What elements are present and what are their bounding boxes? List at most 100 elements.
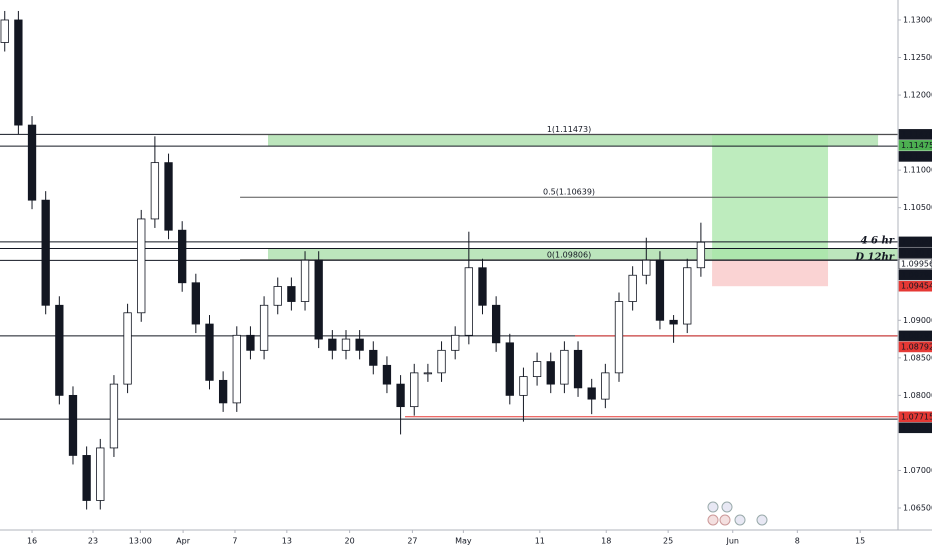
candle-body [300, 259, 310, 302]
candle-body [14, 19, 23, 126]
candle-body [683, 267, 692, 325]
candle-body [369, 349, 378, 366]
candle-body [178, 229, 187, 284]
x-tick-label: 13:00 [129, 537, 152, 546]
x-tick-label: 20 [345, 537, 355, 546]
y-tick-label: 1.09000 [903, 316, 932, 325]
candle-body [123, 312, 132, 385]
candle-body [27, 124, 37, 201]
candle-body [505, 342, 514, 396]
candle-body [410, 372, 419, 408]
price-badge-label: 1.09798 [901, 270, 932, 279]
price-badge-label: 1.11320 [901, 152, 932, 161]
candle-body [451, 334, 460, 351]
event-icon[interactable] [734, 514, 746, 526]
price-badge-label: 1.09454 [901, 282, 932, 291]
y-tick-label: 1.11000 [903, 166, 932, 175]
candle-body [532, 361, 542, 378]
x-tick-label: 7 [232, 537, 237, 546]
candle-body [587, 387, 596, 400]
price-badge [898, 151, 932, 162]
candle-body [232, 334, 241, 404]
candle-body [55, 304, 64, 396]
candle-body [41, 199, 50, 306]
candle-body [150, 162, 160, 220]
candle-body [68, 394, 78, 456]
candle-body [109, 383, 119, 449]
candle-body [96, 447, 105, 501]
candle-body [341, 338, 351, 351]
candle-body [614, 301, 624, 374]
candle-body [164, 162, 173, 231]
price-badge [898, 330, 932, 342]
x-tick-label: Jun [725, 537, 739, 546]
candle-body [464, 267, 473, 336]
candle-body [0, 19, 9, 43]
candle-body [355, 338, 364, 351]
price-badge [898, 422, 932, 434]
x-tick-label: 11 [535, 537, 545, 546]
annotation: 4 6 hr [861, 236, 895, 247]
candle-body [437, 349, 446, 374]
candle-body [628, 274, 637, 302]
x-tick-label: May [455, 537, 472, 546]
candle-body [382, 364, 392, 385]
event-icons [707, 501, 768, 526]
price-badge [898, 129, 932, 140]
event-icon[interactable] [707, 514, 719, 526]
price-badge [898, 280, 932, 292]
x-tick-label: 27 [407, 537, 417, 546]
y-tick-label: 1.12500 [903, 53, 932, 62]
zone [267, 134, 879, 147]
y-tick-label: 1.13000 [903, 15, 932, 24]
candle-body [82, 455, 91, 501]
candle-body [328, 338, 337, 351]
event-icon[interactable] [707, 501, 719, 513]
candle-body [696, 241, 706, 269]
fib-label: 1(1.11473) [547, 125, 591, 134]
x-tick-label: 15 [855, 537, 865, 546]
candle-body [205, 323, 214, 381]
x-tick-label: 25 [663, 537, 673, 546]
price-badge-label: 1.08792 [901, 331, 932, 340]
fib-label: 0(1.09806) [547, 250, 591, 259]
candle-body [423, 372, 433, 375]
price-badge [898, 341, 932, 353]
event-icon[interactable] [721, 501, 733, 513]
x-tick-label: 8 [795, 537, 800, 546]
y-tick-label: 1.10500 [903, 203, 932, 212]
price-badge [898, 411, 932, 423]
price-badge [898, 236, 932, 248]
candle-body [655, 259, 665, 321]
y-tick-label: 1.06500 [903, 504, 932, 513]
candle-body [259, 304, 269, 351]
price-badge-label: 1.11476 [901, 130, 932, 139]
price-badge [898, 247, 932, 259]
candle-body [560, 349, 569, 385]
annotation: D 12hr [854, 252, 894, 263]
price-badge-label: 1.09956 [901, 259, 932, 268]
candle-body [601, 372, 610, 400]
candle-body [519, 376, 528, 396]
event-icon[interactable] [756, 514, 768, 526]
x-tick-label: Apr [176, 537, 191, 546]
candle-body [314, 259, 323, 340]
zone [712, 260, 829, 287]
candle-body [396, 383, 405, 408]
zone [267, 248, 898, 260]
price-badge-label: 1.07683 [901, 423, 932, 432]
candle-body [478, 267, 487, 306]
candle-body [669, 319, 678, 325]
candle-body [191, 282, 200, 325]
candle-body [287, 286, 296, 302]
price-badge [898, 140, 932, 151]
y-tick-label: 1.08000 [903, 391, 932, 400]
candle-body [491, 304, 501, 344]
event-icon[interactable] [719, 514, 731, 526]
price-badge-label: 1.07715 [901, 412, 932, 421]
x-tick-label: 13 [282, 537, 292, 546]
y-tick-label: 1.07000 [903, 466, 932, 475]
candle-body [246, 334, 255, 351]
x-tick-label: 16 [27, 537, 37, 546]
